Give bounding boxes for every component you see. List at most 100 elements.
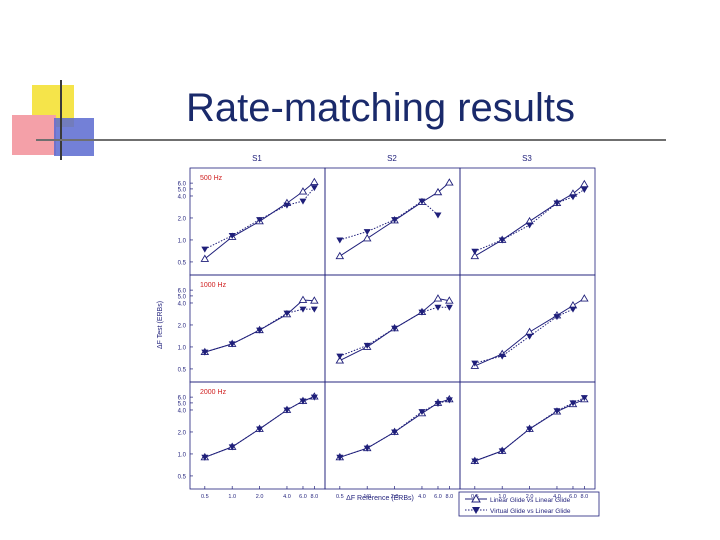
virtual-point-r2c0-2 [256,426,264,433]
virtual-point-r1c1-5 [445,304,453,311]
virtual-point-r0c0-0 [201,246,209,253]
y-tick-label: 2.0 [178,216,187,222]
virtual-point-r2c0-3 [283,407,291,414]
x-tick-label: 6.0 [299,494,307,500]
slide-title: Rate-matching results [186,86,576,130]
legend-linear-marker [471,493,481,503]
x-axis-label: ΔF Reference (ERBs) [346,495,414,502]
condition-label-2: 2000 Hz [200,389,227,396]
x-tick-label: 8.0 [311,494,319,500]
virtual-point-r0c0-5 [310,185,318,192]
y-axis-label: ΔF Test (ERBs) [157,301,164,349]
virtual-point-r0c2-2 [526,222,534,229]
linear-point-r1c0-4 [298,295,308,303]
y-tick-label: 2.0 [178,430,187,436]
virtual-point-r0c1-4 [434,212,442,219]
virtual-point-r1c2-4 [569,306,577,313]
linear-point-r1c2-5 [580,294,589,302]
y-tick-label: 4.0 [178,408,187,414]
linear-point-r0c0-4 [298,187,308,195]
virtual-point-r2c2-2 [526,426,534,433]
legend-virtual-label: Virtual Glide vs Linear Glide [490,508,571,515]
virtual-point-r2c1-0 [336,454,344,461]
horizontal-rule [36,139,666,141]
vertical-rule [60,80,62,160]
y-tick-label: 1.0 [178,452,187,458]
y-tick-label: 5.0 [178,187,187,193]
y-tick-label: 1.0 [178,238,187,244]
panel-frame-r2c1 [324,381,461,490]
legend-linear-label: Linear Glide vs Linear Glide [490,497,571,504]
virtual-point-r2c0-5 [310,394,318,401]
virtual-point-r1c2-1 [498,353,506,360]
x-tick-label: 8.0 [446,494,454,500]
virtual-point-r0c0-4 [299,198,307,205]
x-tick-label: 4.0 [418,494,426,500]
legend-virtual-marker [472,507,480,514]
virtual-point-r0c1-3 [418,198,426,205]
virtual-point-r0c0-1 [228,233,236,240]
x-tick-label: 1.0 [228,494,236,500]
virtual-point-r2c2-4 [569,400,577,407]
virtual-point-r0c2-1 [498,237,506,244]
virtual-point-r2c0-4 [299,398,307,405]
y-tick-label: 0.5 [178,367,187,373]
linear-point-r1c1-4 [433,294,443,302]
linear-point-r1c0-5 [310,296,319,304]
virtual-point-r0c1-1 [363,229,371,236]
panel-frame-r1c2 [459,274,596,383]
x-tick-label: 4.0 [283,494,291,500]
virtual-point-r1c1-0 [336,353,344,360]
virtual-point-r2c0-1 [228,444,236,451]
x-tick-label: 2.0 [526,494,534,500]
y-tick-label: 5.0 [178,401,187,407]
virtual-point-r2c2-0 [471,458,479,465]
virtual-point-r0c2-5 [580,187,588,194]
virtual-point-r1c0-4 [299,306,307,313]
pink-square [12,115,56,155]
virtual-point-r1c1-1 [363,342,371,349]
x-tick-label: 4.0 [553,494,561,500]
rate-matching-figure: S1 S2 S3 ΔF Test (ERBs) ΔF Reference (ER… [157,154,600,517]
virtual-point-r1c0-2 [256,327,264,334]
virtual-point-r1c1-2 [391,325,399,332]
linear-point-r0c1-5 [445,178,454,186]
subject-label-s2: S2 [387,154,397,163]
x-tick-label: 0.5 [336,494,344,500]
virtual-series-line-r0c1 [339,200,439,241]
virtual-point-r0c2-4 [569,194,577,201]
virtual-point-r2c1-3 [418,409,426,416]
linear-point-r0c1-4 [433,187,443,196]
virtual-point-r2c2-5 [580,395,588,402]
virtual-point-r2c1-4 [434,401,442,408]
virtual-point-r2c2-3 [553,408,561,415]
virtual-point-r2c2-1 [498,448,506,455]
panel-frame-r2c0 [189,381,326,490]
virtual-point-r0c0-3 [283,202,291,209]
virtual-point-r0c1-0 [336,237,344,244]
linear-point-r1c1-5 [445,296,454,304]
legend-box [458,491,600,517]
virtual-point-r1c0-0 [201,349,209,356]
linear-series-line-r0c1 [339,182,450,257]
virtual-series-line-r1c2 [474,308,574,364]
subject-label-s3: S3 [522,154,532,163]
y-tick-label: 6.0 [178,396,187,402]
linear-point-r0c1-0 [335,251,345,260]
linear-point-r0c2-0 [470,251,480,260]
virtual-point-r0c2-0 [471,248,479,255]
x-tick-label: 2.0 [256,494,264,500]
virtual-point-r1c1-3 [418,309,426,316]
condition-label-0: 500 Hz [200,175,223,182]
x-tick-label: 1.0 [363,494,371,500]
linear-point-r1c1-0 [335,356,345,364]
x-tick-label: 2.0 [391,494,399,500]
x-tick-label: 8.0 [581,494,589,500]
condition-label-1: 1000 Hz [200,282,227,289]
linear-point-r0c2-5 [580,179,589,188]
virtual-point-r1c0-1 [228,341,236,348]
x-tick-label: 1.0 [498,494,506,500]
x-tick-label: 6.0 [434,494,442,500]
virtual-point-r2c1-5 [445,397,453,404]
